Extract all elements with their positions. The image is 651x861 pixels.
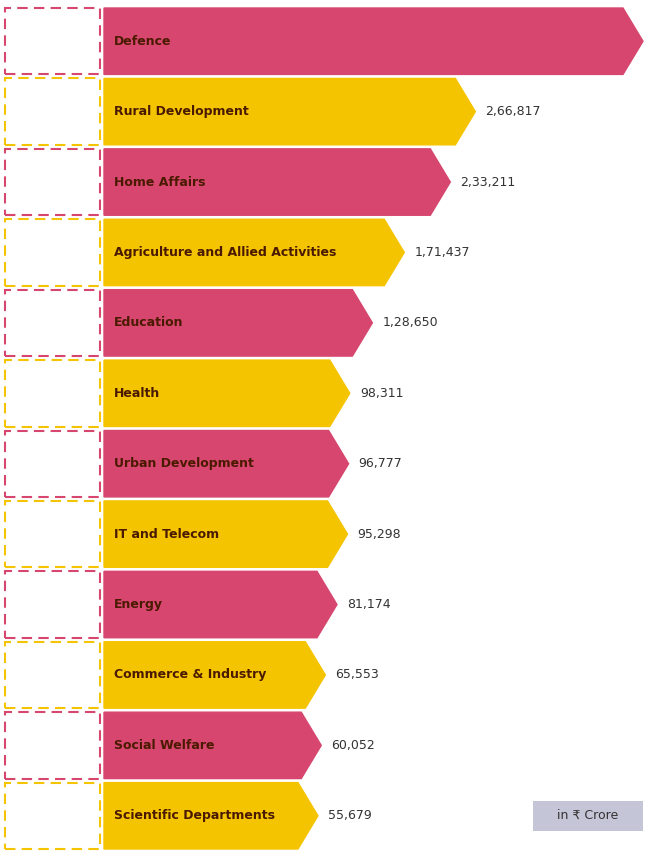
Text: Defence: Defence [114,34,171,47]
FancyBboxPatch shape [5,712,100,778]
Text: IT and Telecom: IT and Telecom [114,528,219,541]
Polygon shape [104,501,348,567]
FancyBboxPatch shape [533,801,643,831]
Text: 2,33,211: 2,33,211 [460,176,516,189]
Text: Social Welfare: Social Welfare [114,739,214,752]
Text: Health: Health [114,387,160,400]
FancyBboxPatch shape [5,149,100,215]
Polygon shape [104,430,349,497]
Polygon shape [104,712,321,778]
Text: 95,298: 95,298 [357,528,401,541]
Text: 81,174: 81,174 [347,598,391,611]
Text: 1,71,437: 1,71,437 [414,246,470,259]
Text: 65,553: 65,553 [335,668,379,681]
Polygon shape [104,149,450,215]
FancyBboxPatch shape [5,8,100,74]
Polygon shape [104,78,475,145]
FancyBboxPatch shape [5,430,100,497]
FancyBboxPatch shape [5,360,100,426]
Polygon shape [104,360,350,426]
Text: 60,052: 60,052 [331,739,375,752]
Text: Home Affairs: Home Affairs [114,176,206,189]
Polygon shape [104,220,404,286]
Text: Energy: Energy [114,598,163,611]
Text: 1,28,650: 1,28,650 [382,316,438,330]
Text: Scientific Departments: Scientific Departments [114,809,275,822]
Text: 96,777: 96,777 [359,457,402,470]
Text: Urban Development: Urban Development [114,457,254,470]
FancyBboxPatch shape [5,572,100,638]
Text: 98,311: 98,311 [360,387,403,400]
FancyBboxPatch shape [5,783,100,849]
Text: Rural Development: Rural Development [114,105,249,118]
FancyBboxPatch shape [5,501,100,567]
FancyBboxPatch shape [5,78,100,145]
Text: in ₹ Crore: in ₹ Crore [557,809,618,822]
Polygon shape [104,572,337,638]
Polygon shape [104,8,643,74]
Text: Education: Education [114,316,184,330]
Polygon shape [104,783,318,849]
FancyBboxPatch shape [5,289,100,356]
FancyBboxPatch shape [5,641,100,708]
Polygon shape [104,641,326,708]
FancyBboxPatch shape [5,220,100,286]
Polygon shape [104,289,372,356]
Text: 55,679: 55,679 [328,809,372,822]
Text: Agriculture and Allied Activities: Agriculture and Allied Activities [114,246,337,259]
Text: 2,66,817: 2,66,817 [486,105,541,118]
Text: Commerce & Industry: Commerce & Industry [114,668,266,681]
